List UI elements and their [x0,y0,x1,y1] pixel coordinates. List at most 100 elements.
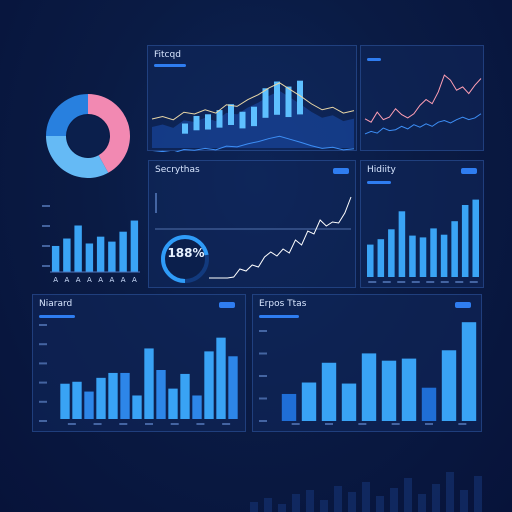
bg-bar [264,498,272,512]
bar [192,395,202,419]
bg-bar [446,472,454,512]
bar [361,353,377,421]
bg-bar [278,504,286,512]
panel-mid-right: Hidiity [360,160,484,288]
top-right-chart [364,74,482,135]
bar [472,199,479,277]
bar [377,239,385,277]
axis-tick [39,400,47,403]
panel-badge [455,302,471,308]
bar [204,351,214,419]
bar [96,236,105,272]
panel-title: Erpos Ttas [259,299,307,309]
axis-tick [259,352,267,355]
candle-bar [182,123,188,134]
axis-tick [259,420,267,422]
series-line [364,74,482,123]
bar [156,370,166,419]
panel-title: Hidiity [367,165,396,175]
bg-bar [390,488,398,512]
bar [216,337,226,419]
bar [461,322,477,421]
category-label: A [121,276,126,284]
panel-tag [154,64,186,67]
x-tick [455,281,464,283]
axis-tick [39,362,47,365]
x-tick [425,423,433,425]
panel-tag [39,315,75,318]
x-tick [325,423,333,425]
category-label: A [76,276,81,284]
candle-bar [205,114,211,130]
candle-bar [239,111,246,129]
bg-bar [334,486,342,512]
bar [228,356,238,419]
bg-bar [460,490,468,512]
bg-bar [404,478,412,512]
x-tick [145,423,153,425]
bottom-right-bar-chart [259,322,477,425]
x-tick [67,423,76,425]
bg-bar [474,476,482,512]
mid-right-bar-chart [367,199,479,283]
bar [381,360,397,421]
bar [441,350,457,421]
panel-tag [367,58,381,61]
panel-badge [333,168,349,174]
bar [120,372,130,419]
donut-hole [67,115,109,157]
bar [72,381,82,419]
bar [321,362,337,421]
bar [461,205,469,277]
bar [108,372,118,419]
bar [398,211,406,277]
candle-bar [193,115,200,131]
panel-top-right [360,45,484,151]
bg-bar [250,502,258,512]
top-center-chart [151,80,355,152]
candle-bar [297,80,303,115]
bar [168,388,178,419]
axis-tick [155,193,157,213]
gauge-value: 188% [167,246,205,260]
x-tick [391,423,400,425]
bar [430,228,437,277]
bar [367,244,374,277]
panel-bottom-right: Erpos Ttas [252,294,482,432]
series-line [151,82,355,121]
axis-tick [259,375,267,377]
panel-bottom-left: Niarard [32,294,246,432]
bar [84,391,94,419]
panel-badge [219,302,235,308]
x-tick [170,423,179,425]
panel-top-center: Fitcqd [147,45,357,152]
candle-bar [251,106,257,127]
bar [451,221,458,277]
bg-bar [348,492,356,512]
bar [401,358,417,421]
x-tick [458,423,467,425]
x-tick [93,423,102,425]
bar [96,377,106,419]
bottom-left-bar-chart [39,324,238,425]
category-label: A [53,276,58,284]
x-tick [426,281,435,283]
donut-slice [46,94,88,136]
axis-tick [39,343,47,346]
bar [60,383,70,419]
bar [421,387,437,421]
progress-gauge [161,235,209,283]
series-line-secondary [152,135,355,152]
category-label: A [98,276,103,284]
x-tick [469,281,478,283]
panel-badge [461,168,477,174]
bar [132,395,142,419]
bar [63,238,71,272]
series-line [364,113,482,135]
panel-tag [259,315,299,318]
panel-tag [367,181,391,184]
category-label: A [64,276,69,284]
bar [130,220,139,272]
bar [180,373,190,419]
series-line [209,196,352,279]
